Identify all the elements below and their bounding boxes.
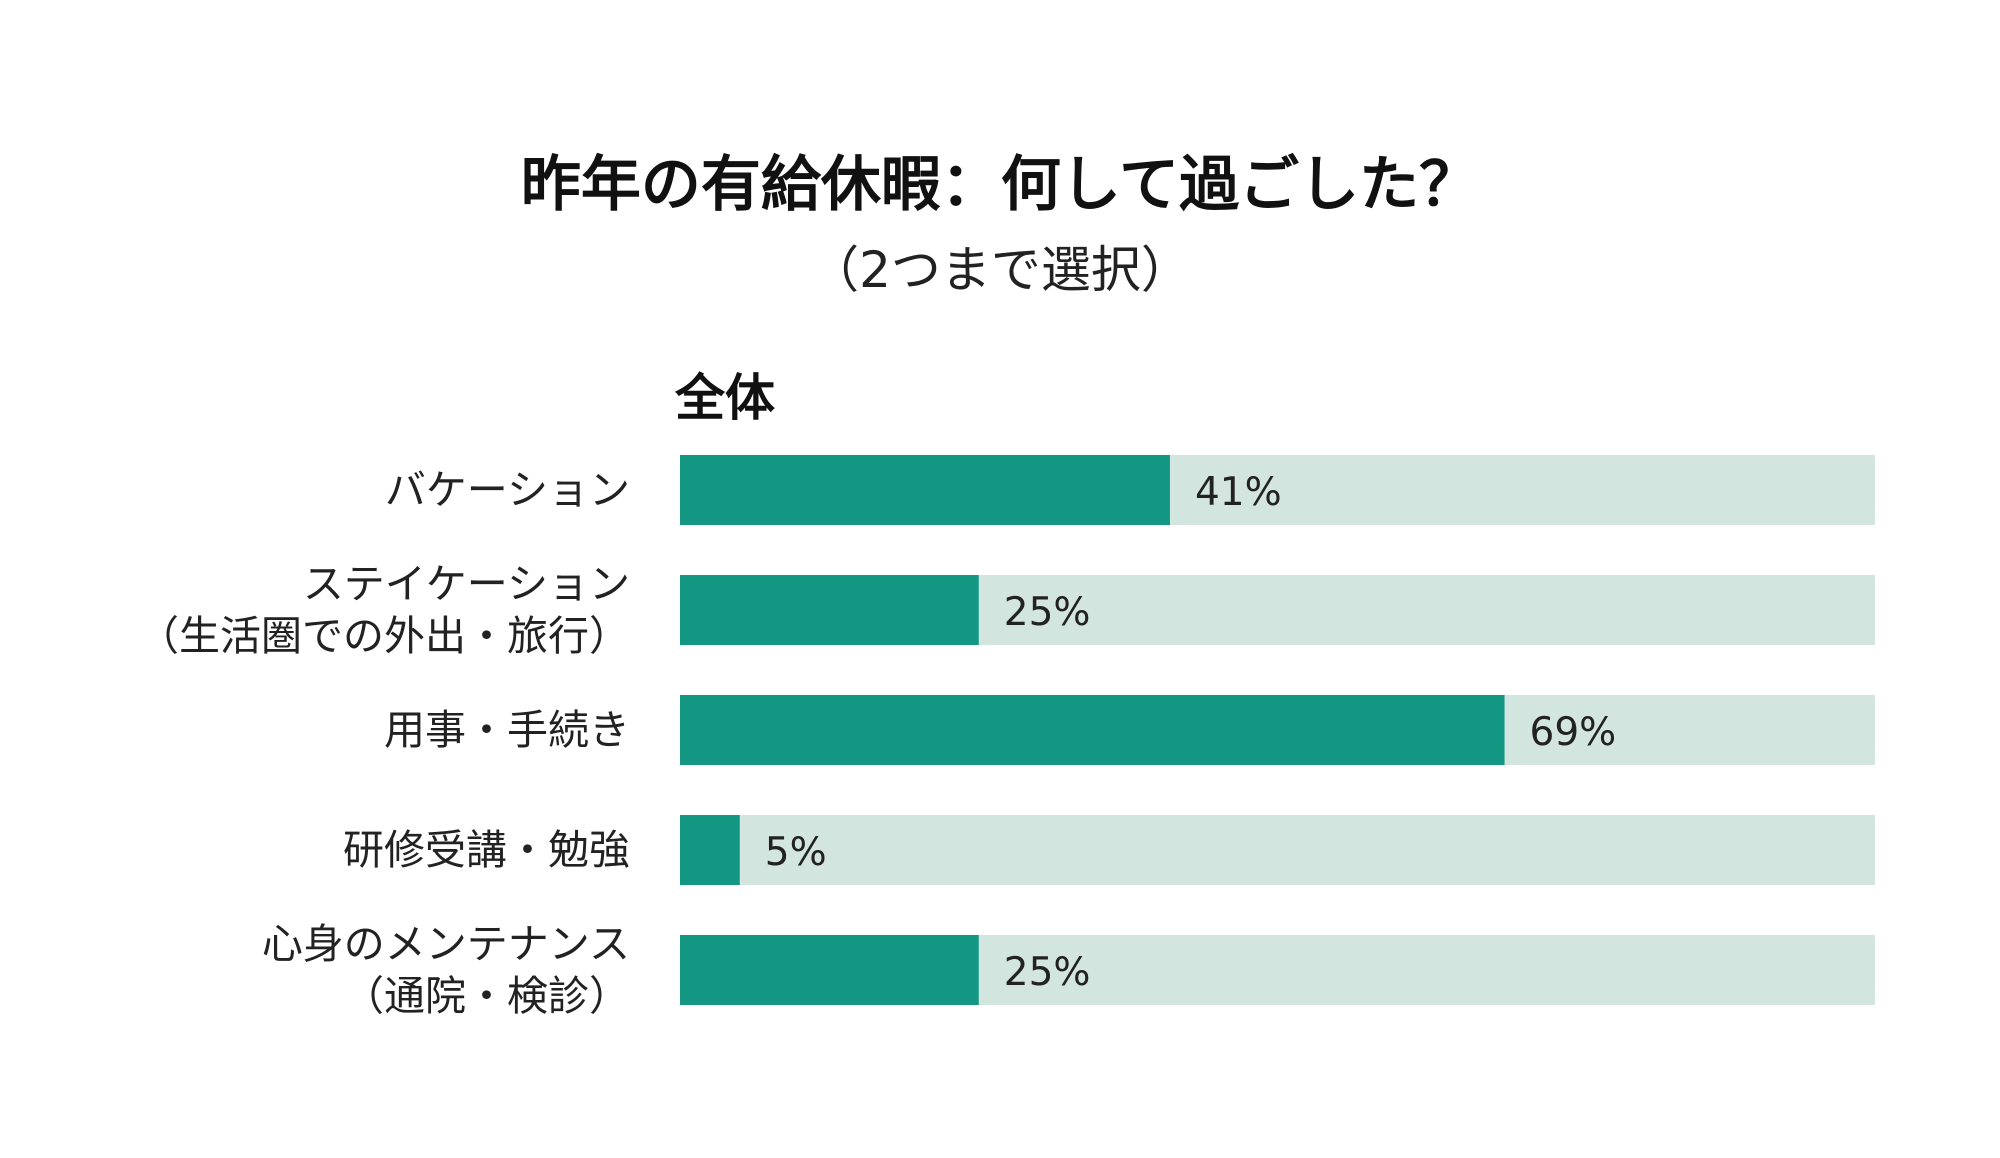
category-label: 用事・手続き bbox=[384, 706, 630, 754]
category-label: ステイケーション bbox=[303, 560, 630, 608]
category-label: 心身のメンテナンス bbox=[262, 920, 630, 968]
chart-title: 昨年の有給休暇：何して過ごした？ bbox=[521, 150, 1479, 220]
value-label: 69% bbox=[1530, 710, 1617, 755]
value-label: 5% bbox=[765, 830, 827, 875]
group-label: 全体 bbox=[674, 369, 775, 427]
value-label: 25% bbox=[1004, 950, 1091, 995]
category-label: （通院・検診） bbox=[343, 972, 630, 1020]
chart-subtitle: （2つまで選択） bbox=[809, 241, 1191, 299]
value-label: 25% bbox=[1004, 590, 1091, 635]
bar bbox=[680, 455, 1170, 525]
category-label: （生活圏での外出・旅行） bbox=[138, 612, 630, 660]
value-label: 41% bbox=[1195, 470, 1282, 515]
category-label: 研修受講・勉強 bbox=[343, 826, 630, 874]
category-label: バケーション bbox=[385, 466, 630, 514]
bar bbox=[680, 695, 1505, 765]
bar bbox=[680, 575, 979, 645]
bar bbox=[680, 935, 979, 1005]
bar-rows: 41% バケーション 25% ステイケーション（生活圏での外出・旅行） 69% 用事・手続… bbox=[138, 455, 1875, 1020]
bar-track bbox=[680, 815, 1875, 885]
bar bbox=[680, 815, 740, 885]
